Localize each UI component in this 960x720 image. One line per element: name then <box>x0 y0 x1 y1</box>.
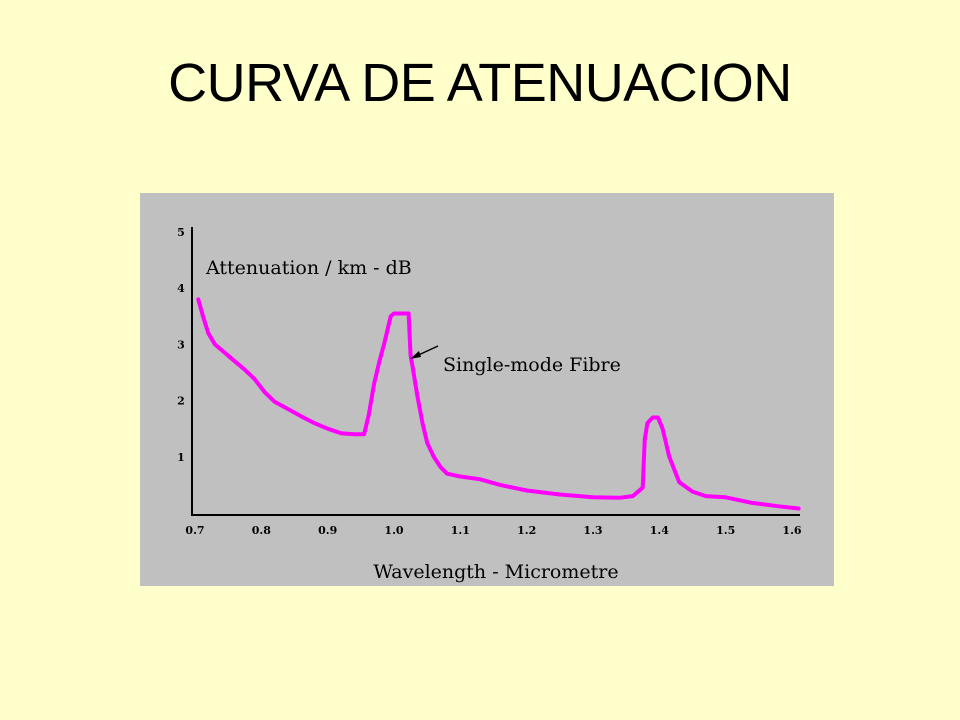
annotation-arrow <box>410 345 439 359</box>
y-tick-label: 4 <box>177 282 185 295</box>
y-tick-label: 1 <box>177 451 185 464</box>
annotation-label: Single-mode Fibre <box>443 354 621 376</box>
y-tick-label: 5 <box>177 226 185 239</box>
attenuation-chart: 0.7 0.8 0.9 1.0 1.1 1.2 1.3 1.4 1.5 1.6 1 2 3 4 5 Att… <box>177 226 802 583</box>
x-tick-label: 1.0 <box>384 524 403 537</box>
x-tick-label: 1.6 <box>782 524 801 537</box>
page-title: CURVA DE ATENUACION <box>168 53 792 113</box>
x-tick-labels: 0.7 0.8 0.9 1.0 1.1 1.2 1.3 1.4 1.5 1.6 <box>185 524 801 537</box>
x-tick-label: 1.5 <box>716 524 735 537</box>
x-tick-label: 0.8 <box>252 524 271 537</box>
y-axis-label: Attenuation / km - dB <box>205 257 412 279</box>
x-tick-label: 0.7 <box>185 524 204 537</box>
x-tick-label: 0.9 <box>318 524 337 537</box>
y-tick-label: 2 <box>177 395 185 408</box>
x-tick-label: 1.1 <box>451 524 470 537</box>
series-line-attenuation <box>196 297 801 511</box>
x-tick-label: 1.3 <box>583 524 602 537</box>
x-tick-label: 1.2 <box>517 524 536 537</box>
y-tick-label: 3 <box>177 338 185 351</box>
x-axis-label: Wavelength - Micrometre <box>373 561 618 583</box>
chart-panel: 0.7 0.8 0.9 1.0 1.1 1.2 1.3 1.4 1.5 1.6 1 2 3 4 5 Att… <box>140 193 834 586</box>
x-tick-label: 1.4 <box>650 524 669 537</box>
y-tick-labels: 1 2 3 4 5 <box>177 226 185 464</box>
